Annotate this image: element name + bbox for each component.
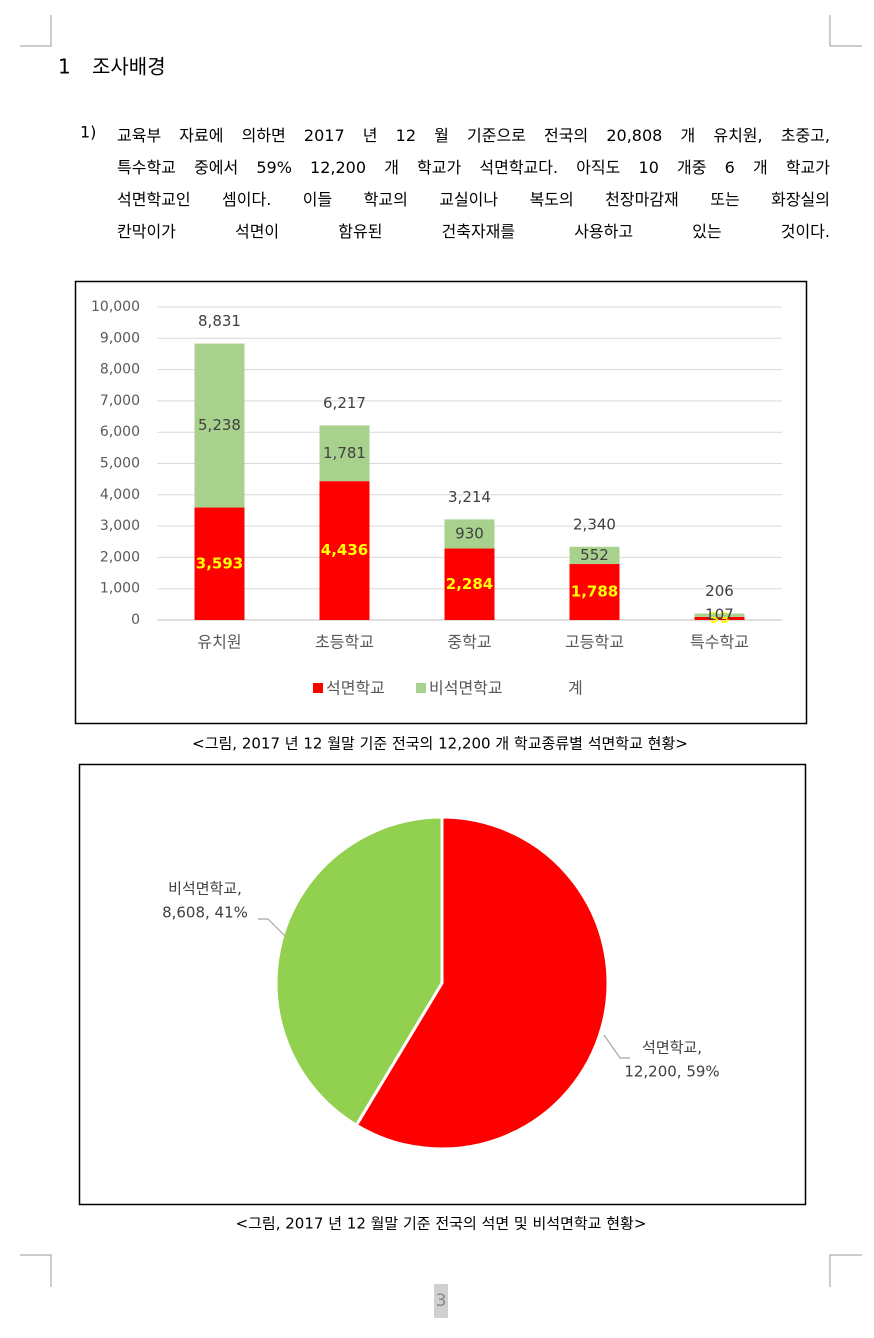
- y-tick-label: 1,000: [100, 581, 140, 597]
- leader-line: [258, 918, 287, 938]
- paragraph-line: 특수학교 중에서 59% 12,200 개 학교가 석면학교다. 아직도 10 …: [117, 158, 830, 177]
- y-tick-label: 5,000: [100, 456, 140, 472]
- pie-data-label: 비석면학교,: [168, 880, 242, 898]
- legend-label: 계: [568, 679, 583, 698]
- total-label: 6,217: [323, 394, 366, 412]
- pie-data-label: 12,200, 59%: [624, 1063, 719, 1081]
- bar-segment: [569, 546, 620, 565]
- bar-segment: [194, 343, 245, 508]
- bar-segment: [694, 613, 745, 617]
- y-tick-label: 6,000: [100, 424, 140, 440]
- data-label: 3,593: [196, 554, 243, 572]
- paragraph-line: 석면학교인 셈이다. 이들 학교의 교실이나 복도의 천장마감재 또는 화장실의: [117, 190, 830, 209]
- y-tick-label: 10,000: [91, 299, 140, 315]
- x-tick-label: 고등학교: [565, 633, 624, 652]
- bar-segment: [569, 564, 620, 620]
- leader-line: [603, 1034, 630, 1059]
- data-label: 1,781: [323, 444, 366, 462]
- paragraph-line: 칸막이가 석면이 함유된 건축자재를 사용하고 있는 것이다.: [117, 222, 830, 241]
- bar-segment: [194, 507, 245, 620]
- y-tick-label: 0: [131, 612, 140, 628]
- x-tick-label: 중학교: [447, 633, 491, 652]
- data-label: 5,238: [198, 416, 241, 434]
- pie-slice: [274, 815, 444, 1128]
- heading-title: 조사배경: [92, 55, 166, 79]
- legend-swatch: [313, 683, 323, 693]
- total-label: 206: [705, 582, 734, 600]
- legend-swatch: [416, 683, 426, 693]
- bar-segment: [444, 519, 495, 549]
- y-tick-label: 7,000: [100, 393, 140, 409]
- total-label: 3,214: [448, 488, 491, 506]
- x-tick-label: 특수학교: [690, 633, 749, 652]
- figure-caption: <그림, 2017 년 12 월말 기준 전국의 12,200 개 학교종류별 …: [192, 735, 688, 753]
- bar-chart-frame: [74, 280, 808, 725]
- y-tick-label: 9,000: [100, 330, 140, 346]
- bar-segment: [319, 481, 370, 620]
- pie-data-label: 석면학교,: [642, 1039, 702, 1057]
- x-tick-label: 유치원: [197, 633, 241, 652]
- y-tick-label: 8,000: [100, 362, 140, 378]
- data-label: 1,788: [571, 583, 618, 601]
- heading-number: 1: [58, 55, 71, 79]
- bar-segment: [694, 616, 745, 620]
- data-label: 107: [705, 606, 734, 624]
- data-label: 99: [709, 609, 730, 627]
- y-tick-label: 4,000: [100, 487, 140, 503]
- bar-segment: [444, 548, 495, 620]
- data-label: 552: [580, 546, 609, 564]
- x-tick-label: 초등학교: [315, 633, 374, 652]
- list-marker: 1): [80, 123, 96, 142]
- page-number: 3: [436, 1291, 447, 1311]
- legend-label: 비석면학교: [429, 679, 503, 698]
- y-tick-label: 3,000: [100, 518, 140, 534]
- total-label: 8,831: [198, 312, 241, 330]
- pie-chart-frame: [78, 763, 807, 1206]
- pie-data-label: 8,608, 41%: [162, 904, 248, 922]
- corner-marks: [20, 15, 862, 1287]
- bar-segment: [319, 425, 370, 482]
- legend-label: 석면학교: [326, 679, 385, 698]
- data-label: 2,284: [446, 575, 493, 593]
- data-label: 4,436: [321, 541, 368, 559]
- figure-caption: <그림, 2017 년 12 월말 기준 전국의 석면 및 비석면학교 현황>: [236, 1215, 647, 1233]
- data-label: 930: [455, 524, 484, 542]
- page-number-box: [434, 1284, 448, 1318]
- total-label: 2,340: [573, 515, 616, 533]
- paragraph-line: 교육부 자료에 의하면 2017 년 12 월 기준으로 전국의 20,808 …: [117, 126, 830, 145]
- pie-slice: [354, 815, 610, 1151]
- y-tick-label: 2,000: [100, 549, 140, 565]
